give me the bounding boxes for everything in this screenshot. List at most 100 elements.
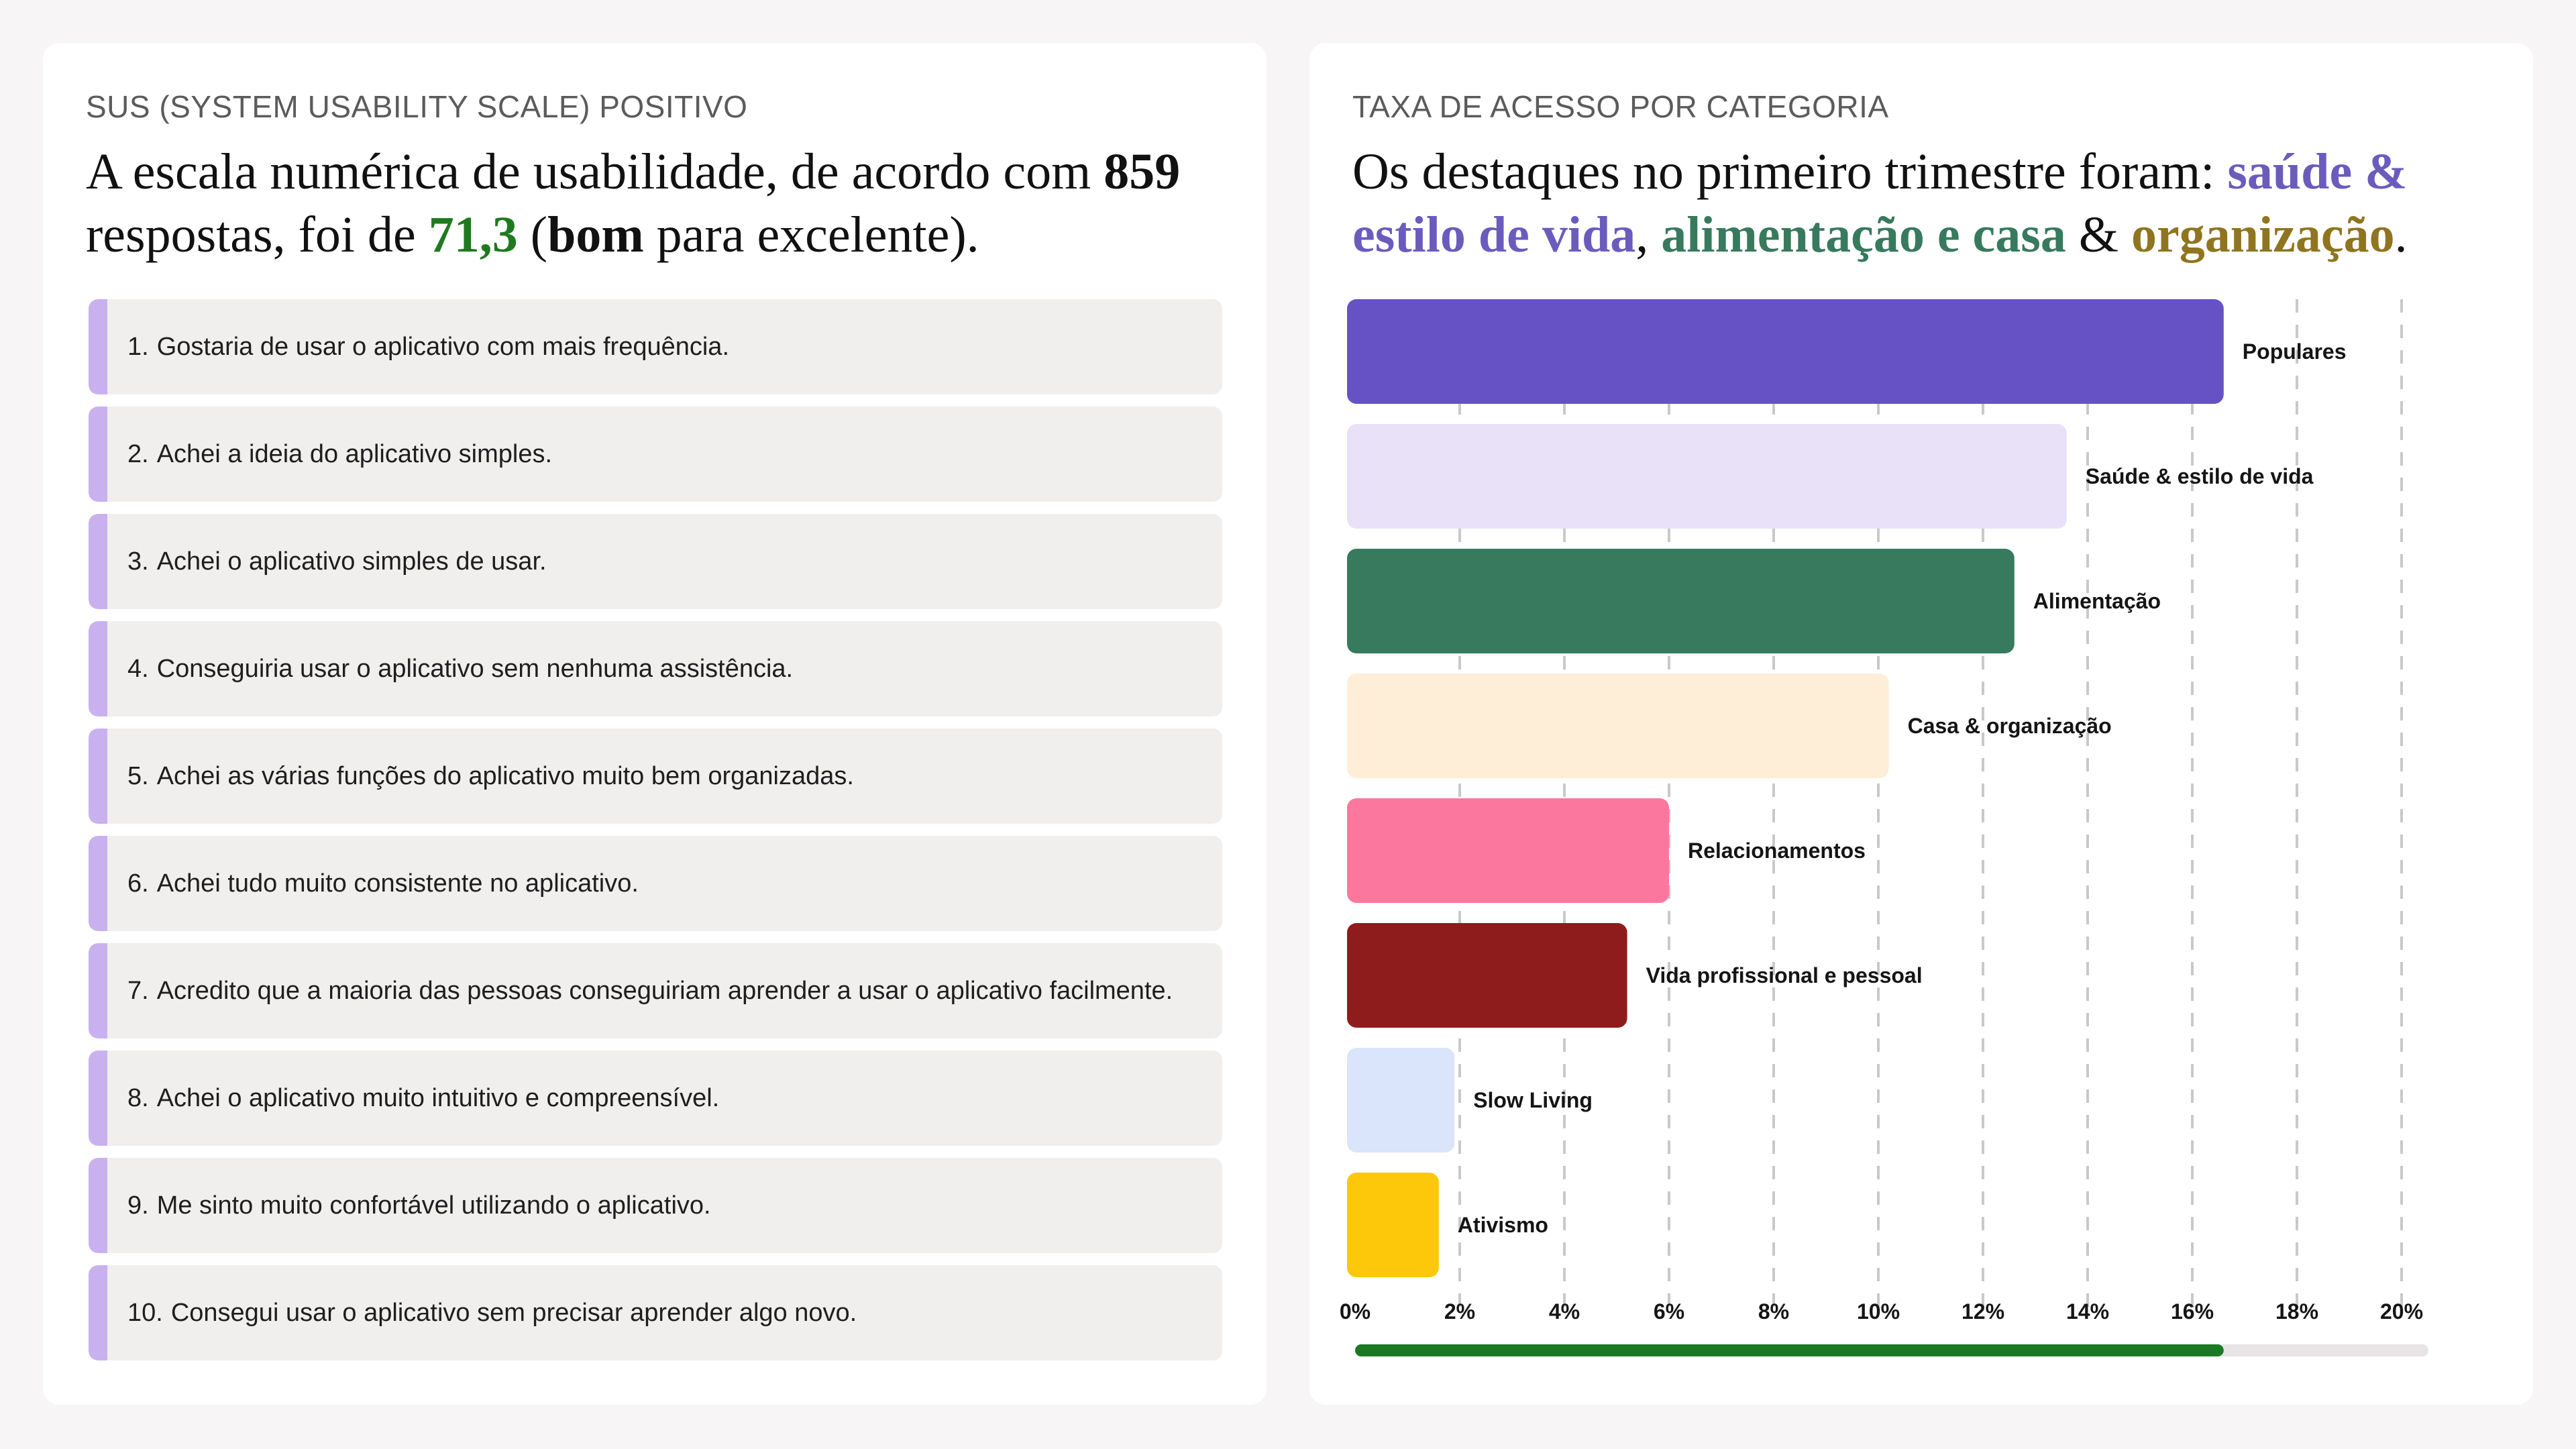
question-accent-bar bbox=[89, 943, 107, 1038]
question-item: 2. Achei a ideia do aplicativo simples. bbox=[89, 407, 1222, 502]
question-accent-bar bbox=[89, 407, 107, 502]
question-number: 7. bbox=[127, 977, 149, 1005]
question-text: 10. Consegui usar o aplicativo sem precis… bbox=[127, 1265, 857, 1360]
tick-label: 4% bbox=[1549, 1299, 1580, 1324]
question-number: 8. bbox=[127, 1084, 149, 1112]
question-item: 9. Me sinto muito confortável utilizando … bbox=[89, 1158, 1222, 1253]
tick-label: 16% bbox=[2171, 1299, 2214, 1324]
highlight-saude: saúde & estilo de vida bbox=[1352, 144, 2408, 263]
question-accent-bar bbox=[89, 1158, 107, 1253]
question-item: 3. Achei o aplicativo simples de usar. bbox=[89, 514, 1222, 609]
bar bbox=[1347, 1048, 1455, 1152]
tick-label: 10% bbox=[1857, 1299, 1900, 1324]
headline-text: , bbox=[1635, 207, 1662, 263]
question-item: 5. Achei as várias funções do aplicativo … bbox=[89, 729, 1222, 824]
question-label: Achei o aplicativo muito intuitivo e com… bbox=[156, 1084, 720, 1112]
question-item: 4. Conseguiria usar o aplicativo sem nenh… bbox=[89, 621, 1222, 716]
question-item: 8. Achei o aplicativo muito intuitivo e c… bbox=[89, 1051, 1222, 1146]
bar bbox=[1347, 798, 1669, 903]
tick-label: 8% bbox=[1758, 1299, 1789, 1324]
category-headline: Os destaques no primeiro trimestre foram… bbox=[1352, 140, 2520, 266]
question-number: 2. bbox=[127, 440, 149, 468]
tick-label: 0% bbox=[1340, 1299, 1371, 1324]
question-label: Consegui usar o aplicativo sem precisar … bbox=[170, 1299, 857, 1327]
bar-label: Casa & organização bbox=[1908, 714, 2112, 738]
question-label: Me sinto muito confortável utilizando o … bbox=[156, 1191, 711, 1220]
question-label: Achei tudo muito consistente no aplicati… bbox=[156, 869, 639, 898]
bar-label: Ativismo bbox=[1458, 1213, 1548, 1237]
question-item: 1. Gostaria de usar o aplicativo com mais… bbox=[89, 299, 1222, 394]
bar-label: Slow Living bbox=[1473, 1088, 1593, 1112]
question-label: Gostaria de usar o aplicativo com mais f… bbox=[156, 333, 729, 361]
question-number: 1. bbox=[127, 333, 149, 361]
headline-text: & bbox=[2065, 207, 2131, 263]
question-accent-bar bbox=[89, 1265, 107, 1360]
question-label: Acredito que a maioria das pessoas conse… bbox=[156, 977, 1173, 1005]
question-text: 3. Achei o aplicativo simples de usar. bbox=[127, 514, 547, 609]
bar-label: Vida profissional e pessoal bbox=[1646, 963, 1923, 987]
highlight-organizacao: organização bbox=[2131, 207, 2395, 263]
category-card: TAXA DE ACESSO POR CATEGORIA Os destaque… bbox=[1309, 43, 2533, 1405]
question-accent-bar bbox=[89, 514, 107, 609]
tick-label: 14% bbox=[2066, 1299, 2109, 1324]
question-text: 7. Acredito que a maioria das pessoas con… bbox=[127, 943, 1173, 1038]
headline-text: para excelente). bbox=[643, 207, 979, 263]
headline-text: . bbox=[2394, 207, 2408, 263]
responses-count: 859 bbox=[1104, 144, 1181, 200]
question-item: 7. Acredito que a maioria das pessoas con… bbox=[89, 943, 1222, 1038]
bar bbox=[1347, 424, 2067, 529]
tick-label: 6% bbox=[1654, 1299, 1684, 1324]
question-text: 2. Achei a ideia do aplicativo simples. bbox=[127, 407, 552, 502]
tick-label: 12% bbox=[1962, 1299, 2004, 1324]
question-item: 10. Consegui usar o aplicativo sem precis… bbox=[89, 1265, 1222, 1360]
question-accent-bar bbox=[89, 1051, 107, 1146]
headline-text: respostas, foi de bbox=[86, 207, 429, 263]
tick-label: 2% bbox=[1444, 1299, 1475, 1324]
highlight-alimentacao: alimentação e casa bbox=[1661, 207, 2066, 263]
question-text: 4. Conseguiria usar o aplicativo sem nenh… bbox=[127, 621, 793, 716]
question-number: 4. bbox=[127, 655, 149, 683]
bar bbox=[1347, 299, 2224, 404]
question-list: 1. Gostaria de usar o aplicativo com mais… bbox=[89, 299, 1222, 1373]
question-label: Achei o aplicativo simples de usar. bbox=[156, 547, 547, 576]
question-number: 10. bbox=[127, 1299, 163, 1327]
question-label: Achei as várias funções do aplicativo mu… bbox=[156, 762, 854, 790]
question-accent-bar bbox=[89, 729, 107, 824]
headline-text: ( bbox=[517, 207, 548, 263]
bar-label: Saúde & estilo de vida bbox=[2086, 464, 2314, 488]
bar-label: Relacionamentos bbox=[1688, 839, 1866, 863]
question-number: 5. bbox=[127, 762, 149, 790]
category-bar-chart: Populares Saúde & estilo de vida Alimentaç… bbox=[1340, 299, 2428, 1356]
question-text: 5. Achei as várias funções do aplicativo … bbox=[127, 729, 854, 824]
bar bbox=[1347, 549, 2015, 653]
bar bbox=[1347, 674, 1889, 778]
bar-label: Populares bbox=[2243, 339, 2347, 364]
sus-rating: bom bbox=[547, 207, 644, 263]
question-label: Conseguiria usar o aplicativo sem nenhum… bbox=[156, 655, 794, 683]
bar bbox=[1347, 923, 1627, 1028]
question-accent-bar bbox=[89, 836, 107, 931]
tick-label: 20% bbox=[2380, 1299, 2423, 1324]
progress-fill bbox=[1355, 1344, 2224, 1356]
question-number: 6. bbox=[127, 869, 149, 898]
bar bbox=[1347, 1173, 1439, 1277]
question-accent-bar bbox=[89, 621, 107, 716]
sus-card: SUS (SYSTEM USABILITY SCALE) POSITIVO A … bbox=[43, 43, 1267, 1405]
question-text: 1. Gostaria de usar o aplicativo com mais… bbox=[127, 299, 729, 394]
question-text: 8. Achei o aplicativo muito intuitivo e c… bbox=[127, 1051, 719, 1146]
question-text: 9. Me sinto muito confortável utilizando … bbox=[127, 1158, 711, 1253]
question-number: 9. bbox=[127, 1191, 149, 1220]
category-eyebrow: TAXA DE ACESSO POR CATEGORIA bbox=[1352, 89, 1889, 124]
question-accent-bar bbox=[89, 299, 107, 394]
question-number: 3. bbox=[127, 547, 149, 576]
question-label: Achei a ideia do aplicativo simples. bbox=[156, 440, 553, 468]
sus-headline: A escala numérica de usabilidade, de aco… bbox=[86, 140, 1253, 266]
question-text: 6. Achei tudo muito consistente no aplica… bbox=[127, 836, 639, 931]
headline-text: A escala numérica de usabilidade, de aco… bbox=[86, 144, 1104, 200]
tick-label: 18% bbox=[2275, 1299, 2318, 1324]
question-item: 6. Achei tudo muito consistente no aplica… bbox=[89, 836, 1222, 931]
bar-label: Alimentação bbox=[2033, 589, 2161, 613]
sus-score: 71,3 bbox=[428, 207, 518, 263]
headline-text: Os destaques no primeiro trimestre foram… bbox=[1352, 144, 2228, 200]
sus-eyebrow: SUS (SYSTEM USABILITY SCALE) POSITIVO bbox=[86, 89, 748, 124]
